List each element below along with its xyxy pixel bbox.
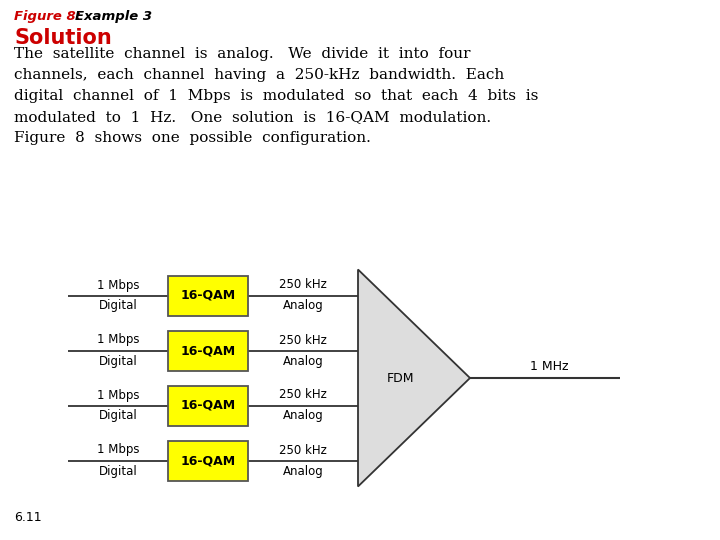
Text: 1 Mbps: 1 Mbps [96, 443, 139, 456]
Text: Digital: Digital [99, 300, 138, 313]
Text: Analog: Analog [283, 409, 323, 422]
Text: 1 MHz: 1 MHz [530, 360, 569, 373]
Text: Analog: Analog [283, 354, 323, 368]
Text: Example 3: Example 3 [75, 10, 152, 23]
Text: 16-QAM: 16-QAM [181, 289, 235, 302]
Text: Analog: Analog [283, 464, 323, 477]
Text: channels,  each  channel  having  a  250-kHz  bandwidth.  Each: channels, each channel having a 250-kHz … [14, 68, 504, 82]
Text: 1 Mbps: 1 Mbps [96, 279, 139, 292]
Text: The  satellite  channel  is  analog.   We  divide  it  into  four: The satellite channel is analog. We divi… [14, 47, 470, 61]
Text: 16-QAM: 16-QAM [181, 454, 235, 467]
Text: 250 kHz: 250 kHz [279, 334, 327, 347]
Text: Figure  8  shows  one  possible  configuration.: Figure 8 shows one possible configuratio… [14, 131, 371, 145]
Polygon shape [358, 269, 470, 487]
Text: 6.11: 6.11 [14, 511, 42, 524]
Text: 250 kHz: 250 kHz [279, 388, 327, 402]
Text: Digital: Digital [99, 354, 138, 368]
Text: Digital: Digital [99, 409, 138, 422]
Text: 250 kHz: 250 kHz [279, 443, 327, 456]
Text: modulated  to  1  Hz.   One  solution  is  16-QAM  modulation.: modulated to 1 Hz. One solution is 16-QA… [14, 110, 491, 124]
Text: 1 Mbps: 1 Mbps [96, 334, 139, 347]
Text: Figure 8:: Figure 8: [14, 10, 81, 23]
FancyBboxPatch shape [168, 386, 248, 426]
Text: digital  channel  of  1  Mbps  is  modulated  so  that  each  4  bits  is: digital channel of 1 Mbps is modulated s… [14, 89, 539, 103]
Text: Solution: Solution [14, 28, 112, 48]
Text: 1 Mbps: 1 Mbps [96, 388, 139, 402]
Text: 16-QAM: 16-QAM [181, 399, 235, 412]
FancyBboxPatch shape [168, 441, 248, 481]
Text: Digital: Digital [99, 464, 138, 477]
FancyBboxPatch shape [168, 275, 248, 315]
Text: Analog: Analog [283, 300, 323, 313]
Text: 16-QAM: 16-QAM [181, 344, 235, 357]
Text: 250 kHz: 250 kHz [279, 279, 327, 292]
Text: FDM: FDM [387, 372, 414, 384]
FancyBboxPatch shape [168, 330, 248, 370]
